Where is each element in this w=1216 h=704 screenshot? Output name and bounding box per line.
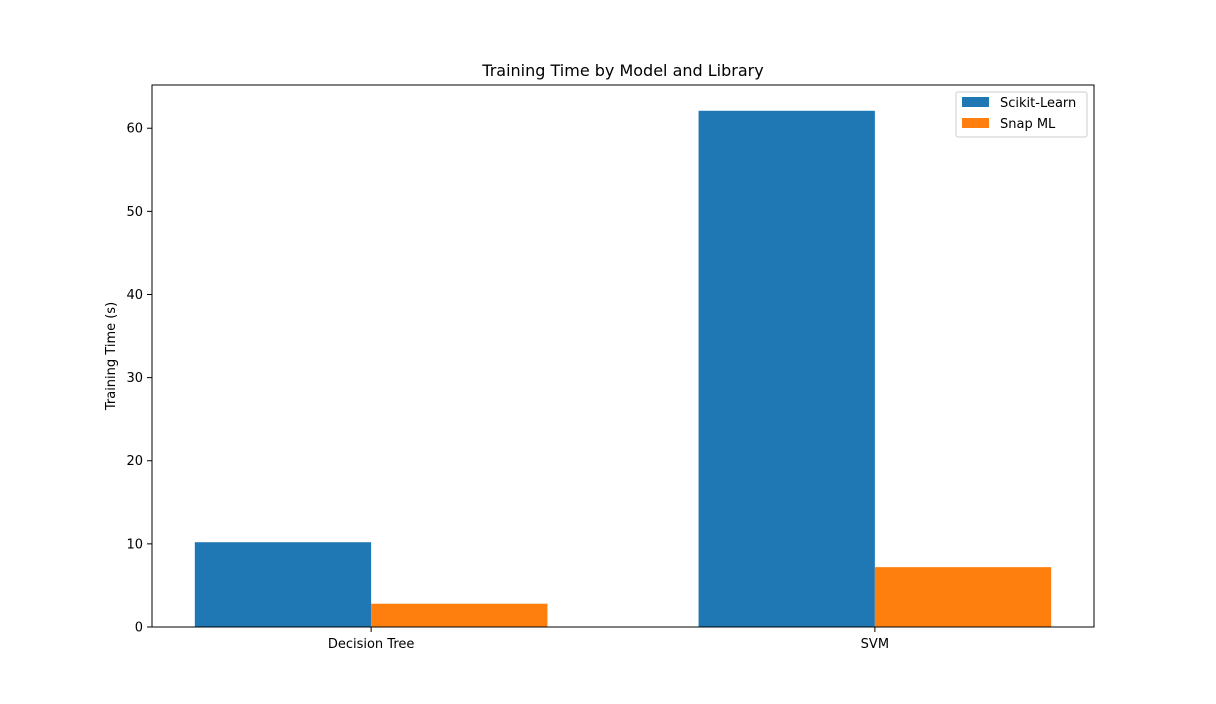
legend-label-snap-ml: Snap ML (1000, 117, 1056, 132)
y-tick-label: 30 (126, 371, 143, 386)
legend-label-scikit-learn: Scikit-Learn (1000, 96, 1076, 111)
x-tick-label: SVM (861, 637, 889, 652)
legend-swatch-snap-ml (962, 118, 989, 128)
y-tick-label: 10 (126, 537, 143, 552)
y-tick-label: 0 (135, 621, 143, 636)
bar-snap-ml-decision-tree (371, 603, 548, 627)
legend: Scikit-Learn Snap ML (955, 91, 1088, 138)
bar-scikit-learn-decision-tree (194, 542, 372, 627)
y-axis-label: Training Time (s) (104, 302, 119, 411)
bar-scikit-learn-svm (698, 110, 875, 627)
y-axis: 0 10 20 30 40 50 60 (126, 122, 152, 636)
bars-group (194, 110, 1052, 627)
legend-swatch-scikit-learn (962, 97, 989, 107)
y-tick-label: 40 (126, 288, 143, 303)
chart-title: Training Time by Model and Library (481, 61, 763, 80)
y-tick-label: 50 (126, 205, 143, 220)
y-tick-label: 20 (126, 454, 143, 469)
x-axis: Decision Tree SVM (328, 627, 889, 652)
plot-frame (151, 84, 1095, 628)
x-tick-label: Decision Tree (328, 637, 415, 652)
y-tick-label: 60 (126, 122, 143, 137)
bar-snap-ml-svm (874, 567, 1052, 627)
